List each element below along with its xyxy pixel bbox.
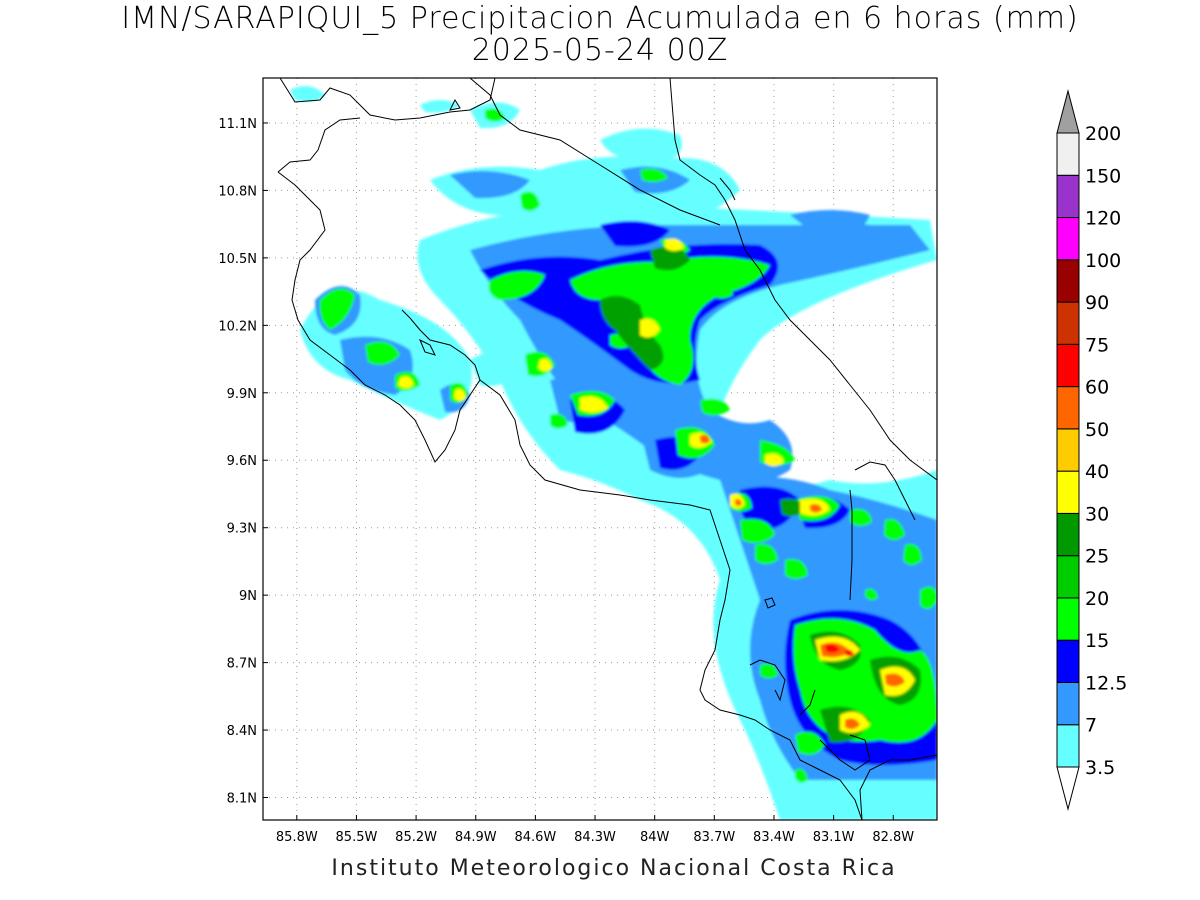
x-axis-ticks: 85.8W 85.5W 85.2W 84.9W 84.6W 84.3W 84W 83.7W 83… [276,815,914,845]
colorbar-label: 12.5 [1085,672,1127,694]
y-tick-label: 8.7N [227,657,257,672]
colorbar-swatch [1056,386,1080,430]
colorbar-swatch [1056,597,1080,641]
x-tick-label: 82.8W [872,830,914,845]
x-tick-label: 85.8W [276,830,318,845]
colorbar-label: 200 [1085,123,1121,145]
colorbar-label: 7 [1085,715,1097,737]
x-tick-label: 83.1W [813,830,855,845]
colorbar-label: 25 [1085,546,1109,568]
colorbar-label: 100 [1085,250,1121,272]
colorbar-swatch [1056,555,1080,599]
colorbar-over-triangle [1056,89,1080,134]
colorbar-swatch [1056,639,1080,683]
y-tick-label: 9.3N [227,522,257,537]
colorbar-label: 60 [1085,377,1109,399]
footer-credit: Instituto Meteorologico Nacional Costa R… [331,856,897,881]
colorbar-label: 30 [1085,503,1109,525]
precipitation-field [290,86,937,820]
colorbar-swatch [1056,132,1080,176]
colorbar-label: 3.5 [1085,757,1115,779]
colorbar-swatch [1056,301,1080,345]
colorbar-under-triangle [1056,766,1080,811]
y-tick-label: 9.6N [227,454,257,469]
map-title: IMN/SARAPIQUI_5 Precipitacion Acumulada … [121,1,1079,36]
colorbar-label: 50 [1085,419,1109,441]
y-tick-label: 8.1N [227,792,257,807]
plot-frame [262,77,938,821]
y-axis-ticks: 8.1N 8.4N 8.7N 9N 9.3N 9.6N 9.9N 10.2N 10.5N 10.8… [218,117,268,807]
colorbar-label: 40 [1085,461,1109,483]
colorbar-label: 150 [1085,165,1121,187]
colorbar-swatch [1056,259,1080,303]
precip-60-75 [825,644,854,657]
y-tick-label: 10.8N [218,184,257,199]
colorbar-swatch [1056,428,1080,472]
x-tick-label: 84.3W [574,830,616,845]
colorbar-swatch [1056,217,1080,261]
colorbar-label: 120 [1085,208,1121,230]
x-tick-label: 83.7W [693,830,735,845]
y-tick-label: 9.9N [227,387,257,402]
colorbar: 3.5 7 12.5 15 20 25 30 40 50 60 75 90 100 120 150 200 [1056,89,1127,811]
x-tick-label: 85.2W [395,830,437,845]
x-tick-label: 85.5W [336,830,378,845]
x-tick-label: 84W [640,830,670,845]
colorbar-swatch [1056,174,1080,219]
x-tick-label: 84.6W [514,830,556,845]
colorbar-swatch [1056,724,1080,768]
y-tick-label: 10.5N [218,252,257,267]
colorbar-label: 90 [1085,292,1109,314]
colorbar-label: 75 [1085,334,1109,356]
colorbar-swatch [1056,681,1080,726]
colorbar-swatch [1056,470,1080,514]
map-subtitle-date: 2025-05-24 00Z [471,33,729,68]
x-tick-label: 83.4W [753,830,795,845]
coastlines-borders [277,78,937,820]
y-tick-label: 8.4N [227,724,257,739]
x-tick-label: 84.9W [455,830,497,845]
colorbar-label: 15 [1085,630,1109,652]
y-tick-label: 11.1N [218,117,257,132]
colorbar-swatch [1056,343,1080,388]
colorbar-swatch [1056,512,1080,557]
y-tick-label: 10.2N [218,319,257,334]
colorbar-label: 20 [1085,588,1109,610]
y-tick-label: 9N [239,589,257,604]
